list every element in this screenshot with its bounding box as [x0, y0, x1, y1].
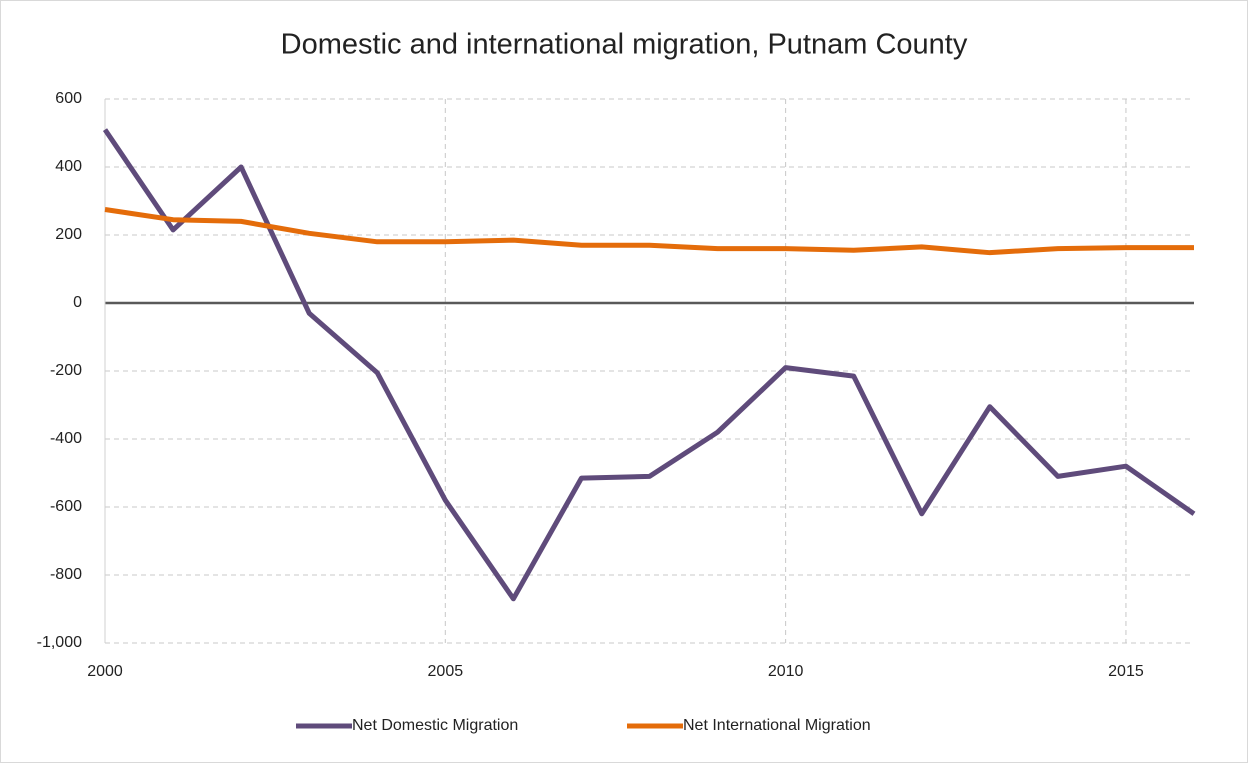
- legend-label: Net Domestic Migration: [352, 717, 518, 734]
- y-tick-label: -600: [50, 498, 82, 515]
- x-tick-label: 2000: [87, 663, 123, 680]
- y-tick-label: -800: [50, 566, 82, 583]
- y-tick-label: 400: [55, 158, 82, 175]
- y-tick-label: -200: [50, 362, 82, 379]
- y-tick-label: 0: [73, 294, 82, 311]
- x-tick-label: 2010: [768, 663, 804, 680]
- chart-title: Domestic and international migration, Pu…: [281, 29, 968, 61]
- y-tick-label: -400: [50, 430, 82, 447]
- y-tick-label: 600: [55, 90, 82, 107]
- x-tick-label: 2005: [428, 663, 464, 680]
- legend-label: Net International Migration: [683, 717, 871, 734]
- x-tick-label: 2015: [1108, 663, 1144, 680]
- y-tick-label: 200: [55, 226, 82, 243]
- series-line: [102, 128, 1196, 602]
- series-line: [104, 207, 1194, 256]
- y-tick-label: -1,000: [37, 634, 82, 651]
